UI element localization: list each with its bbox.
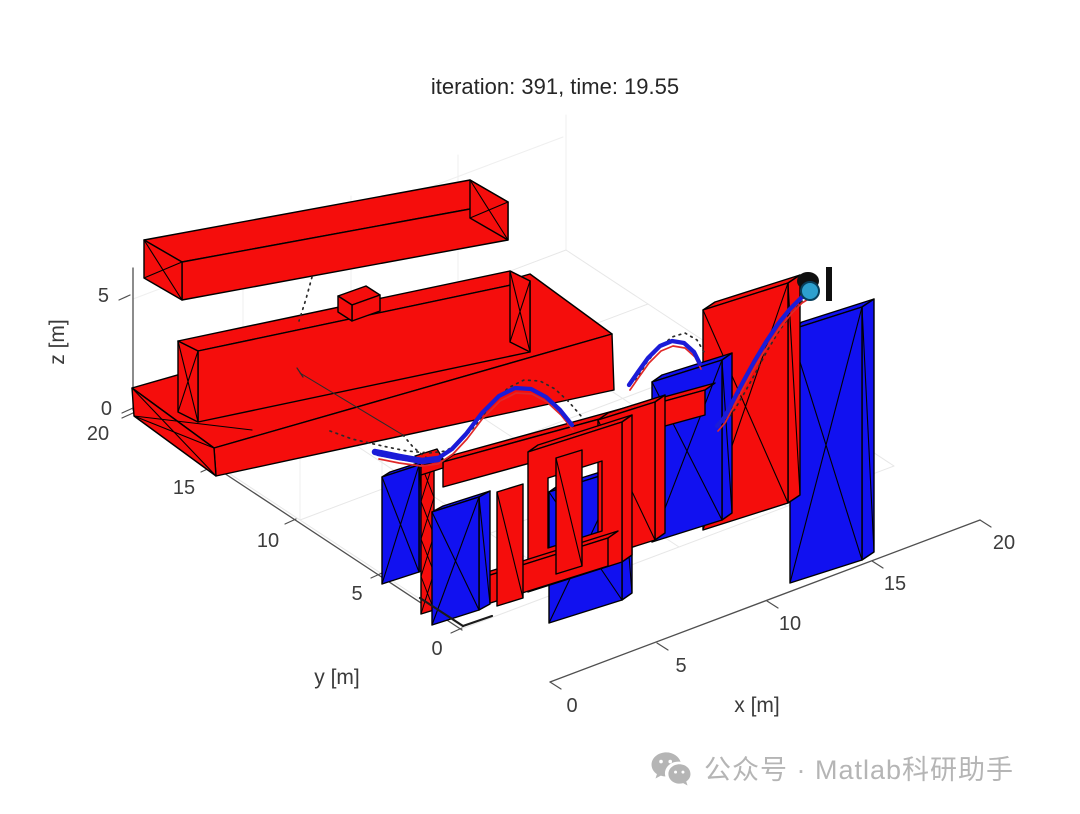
obstacle-panel-blue-right-brace (861, 306, 875, 553)
obstacle-beam-elevated-brace (143, 261, 183, 279)
obstacle-frame-jamb-right-brace (555, 457, 583, 567)
y-axis-label: y [m] (314, 666, 360, 689)
x-axis-tick (549, 681, 562, 690)
thin-reference-line (299, 372, 404, 436)
goal-flag-pole (826, 267, 832, 301)
ground-shadow-line (418, 596, 465, 628)
y-axis-tick (450, 627, 463, 634)
y-axis-tick (284, 518, 297, 525)
obstacle-wall-red-mid-face (654, 394, 666, 541)
x-tick-label: 0 (566, 695, 577, 717)
y-tick-label: 20 (87, 423, 109, 445)
obstacle-beam-elevated-brace (469, 201, 509, 219)
obstacle-wall-blue-left-front-brace (431, 496, 480, 626)
z-axis-tick (118, 294, 131, 301)
watermark: 公众号 · Matlab科研助手 (648, 748, 1014, 787)
y-tick-label: 0 (431, 638, 442, 660)
blue-trajectory-path (626, 338, 703, 388)
y-axis-tick (121, 412, 134, 419)
z-tick-label: 5 (98, 285, 109, 307)
red-reference-path (629, 345, 702, 391)
plot-title: iteration: 391, time: 19.55 (430, 74, 680, 99)
robot-position-marker (800, 281, 820, 301)
z-tick-label: 0 (101, 398, 112, 420)
watermark-text: 公众号 · Matlab科研助手 (704, 755, 1015, 785)
obstacle-block-on-wall-face (337, 295, 353, 322)
x-tick-label: 10 (779, 613, 801, 635)
y-tick-label: 10 (257, 530, 279, 552)
reference-tick-mark (296, 367, 304, 378)
ground-shadow-line (461, 614, 494, 628)
obstacle-wall-blue-left-brace (381, 464, 420, 585)
dotted-planned-path (329, 379, 582, 454)
obstacle-panel-blue-right-brace (789, 306, 863, 584)
obstacle-frame-jamb-left-brace (496, 491, 524, 599)
y-tick-label: 5 (351, 583, 362, 605)
obstacle-slab-brace (133, 415, 215, 449)
obstacle-wall-on-slab-brace (509, 280, 531, 343)
x-tick-label: 15 (884, 573, 906, 595)
obstacle-wall-on-slab-brace (177, 350, 199, 413)
obstacle-wall-blue-left-front-brace (478, 496, 491, 605)
y-tick-label: 15 (173, 477, 195, 499)
x-axis-tick (766, 600, 779, 609)
obstacle-wall-blue-mid-right-brace (721, 359, 733, 514)
x-tick-label: 20 (993, 532, 1015, 554)
x-axis-line (549, 519, 981, 683)
x-tick-label: 5 (675, 655, 686, 677)
dotted-reference-segment (298, 276, 313, 322)
wechat-icon (651, 751, 691, 785)
obstacle-window-wall-face (621, 414, 633, 563)
z-axis-tick (121, 407, 134, 414)
obstacle-panel-red-right-brace (787, 282, 801, 496)
red-reference-path (378, 392, 574, 467)
x-axis-tick (979, 519, 992, 528)
z-axis-label: z [m] (46, 319, 69, 365)
obstacle-slab-edge (133, 415, 253, 431)
dotted-planned-path (725, 290, 813, 422)
trajectory-start-segment (371, 448, 442, 465)
x-axis-tick (871, 560, 884, 569)
red-reference-path (717, 296, 815, 432)
y-axis-tick (370, 572, 383, 579)
x-axis-label: x [m] (734, 694, 780, 717)
obstacle-lattice-tower-lattice (420, 497, 435, 540)
x-axis-tick (656, 642, 669, 651)
